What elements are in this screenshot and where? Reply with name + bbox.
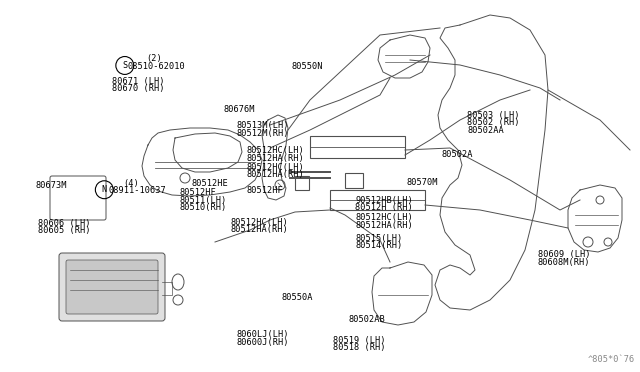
Text: 80606 (LH): 80606 (LH): [38, 219, 91, 228]
Text: 80512HA(RH): 80512HA(RH): [230, 225, 288, 234]
Text: ^805*0`76: ^805*0`76: [588, 355, 635, 364]
Text: 80670 (RH): 80670 (RH): [112, 84, 164, 93]
Text: S: S: [122, 61, 127, 70]
Text: 80512HC(LH): 80512HC(LH): [246, 146, 304, 155]
Text: 80502AA: 80502AA: [467, 126, 504, 135]
Text: 80512HA(RH): 80512HA(RH): [246, 170, 304, 179]
Bar: [345, 173, 363, 188]
FancyBboxPatch shape: [66, 260, 158, 314]
Bar: [310, 136, 405, 158]
Text: 80512HA(RH): 80512HA(RH): [246, 154, 304, 163]
Text: 08510-62010: 08510-62010: [128, 62, 186, 71]
Text: 80550A: 80550A: [282, 293, 313, 302]
Text: 80502AB: 80502AB: [349, 315, 385, 324]
Text: 80512HF: 80512HF: [246, 186, 283, 195]
Text: 08911-10637: 08911-10637: [109, 186, 166, 195]
Text: 80514(RH): 80514(RH): [355, 241, 403, 250]
Bar: [295, 176, 309, 190]
Text: 80511(LH): 80511(LH): [179, 196, 227, 205]
Text: 80676M: 80676M: [224, 105, 255, 114]
Text: 80671 (LH): 80671 (LH): [112, 77, 164, 86]
Text: 80519 (LH): 80519 (LH): [333, 336, 385, 345]
Text: 80512HF: 80512HF: [179, 188, 216, 197]
Text: 80512H (RH): 80512H (RH): [355, 203, 413, 212]
Text: 80512HC(LH): 80512HC(LH): [246, 163, 304, 172]
Text: N: N: [102, 185, 107, 194]
Text: 80512HE: 80512HE: [192, 179, 228, 187]
Text: 80608M(RH): 80608M(RH): [538, 258, 590, 267]
Text: 80512M(RH): 80512M(RH): [237, 129, 289, 138]
Text: 80512HA(RH): 80512HA(RH): [355, 221, 413, 230]
Text: 80510(RH): 80510(RH): [179, 203, 227, 212]
Bar: [330, 190, 425, 210]
Text: 80570M: 80570M: [406, 178, 438, 187]
Text: 80513M(LH): 80513M(LH): [237, 121, 289, 130]
Text: 80503 (LH): 80503 (LH): [467, 111, 520, 120]
Text: (4): (4): [123, 179, 139, 187]
Text: 80609 (LH): 80609 (LH): [538, 250, 590, 259]
FancyBboxPatch shape: [59, 253, 165, 321]
Text: 90512HB(LH): 90512HB(LH): [355, 196, 413, 205]
Text: 80512HC(LH): 80512HC(LH): [230, 218, 288, 227]
Text: 80512HC(LH): 80512HC(LH): [355, 213, 413, 222]
Text: 8060LJ(LH): 8060LJ(LH): [237, 330, 289, 339]
Text: 80673M: 80673M: [35, 182, 67, 190]
Text: 80502A: 80502A: [442, 150, 473, 159]
Text: 80515(LH): 80515(LH): [355, 234, 403, 243]
Text: 80502 (RH): 80502 (RH): [467, 118, 520, 127]
Text: 80605 (RH): 80605 (RH): [38, 226, 91, 235]
Text: (2): (2): [146, 54, 162, 63]
Text: 80550N: 80550N: [291, 62, 323, 71]
FancyBboxPatch shape: [50, 176, 106, 220]
Text: 80518 (RH): 80518 (RH): [333, 343, 385, 352]
Text: 80600J(RH): 80600J(RH): [237, 338, 289, 347]
